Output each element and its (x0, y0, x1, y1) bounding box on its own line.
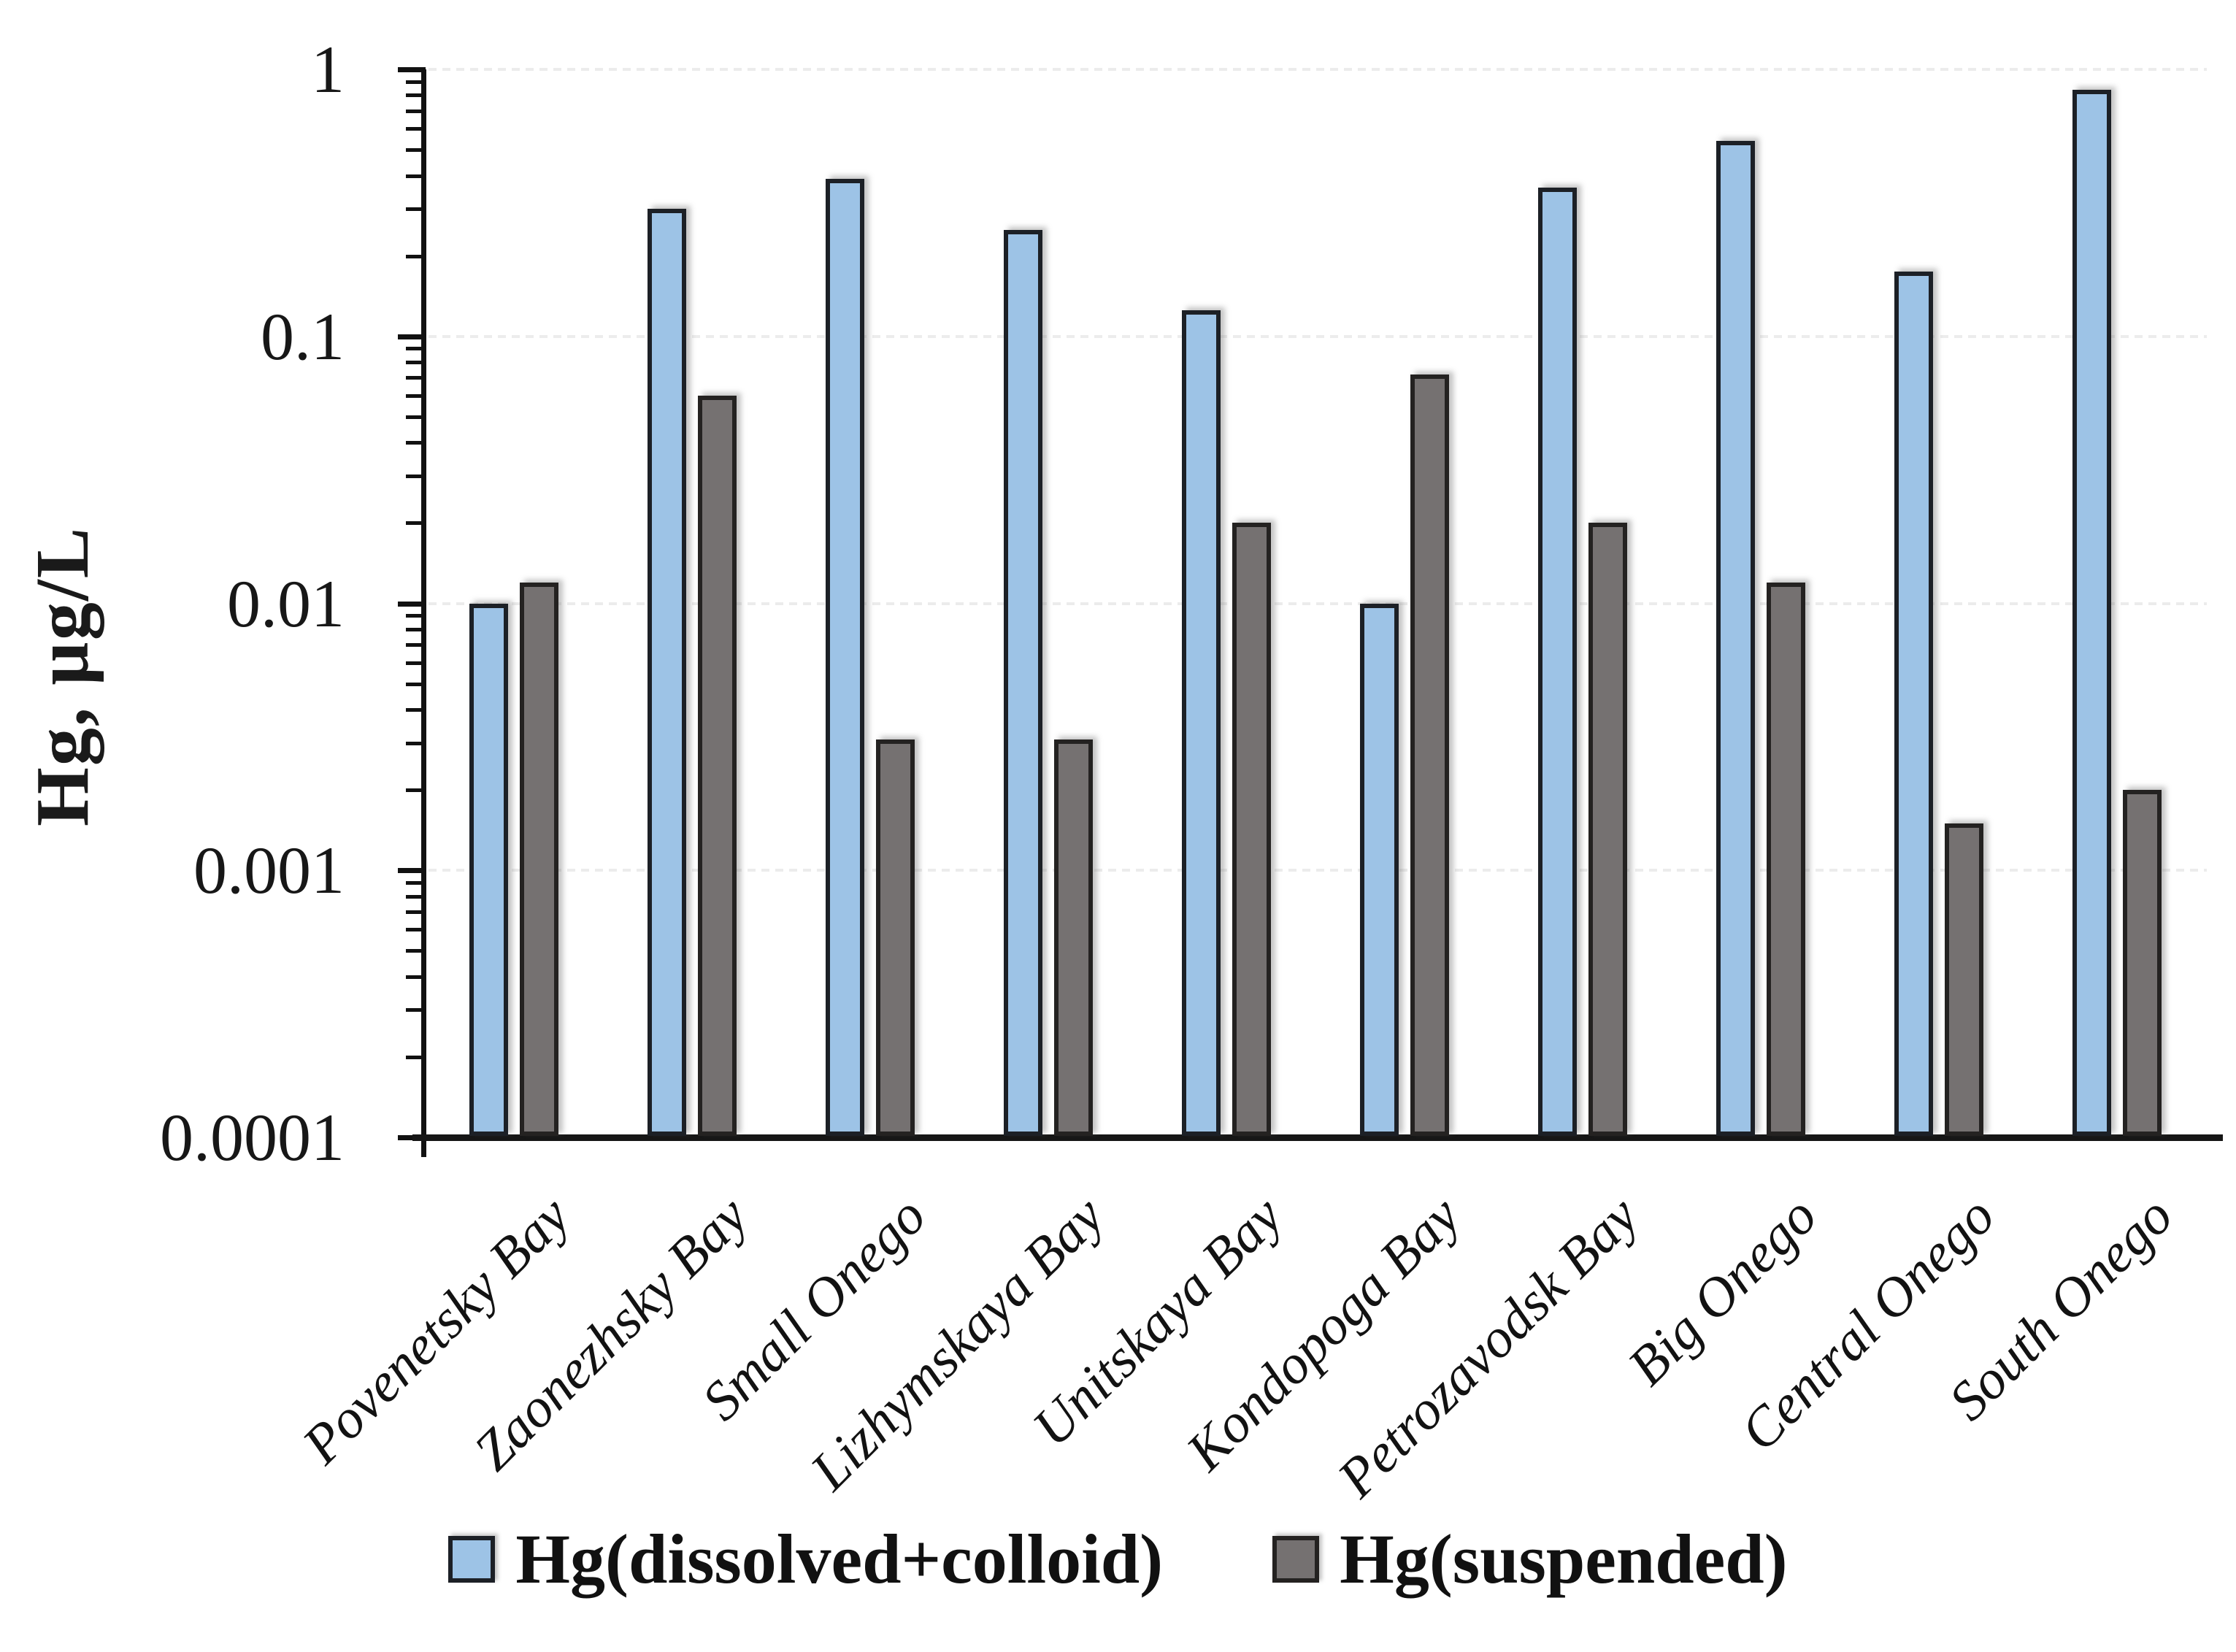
bar-dissolved (469, 603, 508, 1136)
y-minor-tick (406, 741, 426, 745)
bar-dissolved (648, 209, 686, 1136)
y-minor-tick (406, 80, 426, 84)
bar-suspended (1945, 823, 1983, 1136)
gridline (429, 334, 2207, 338)
legend-label: Hg(dissolved+colloid) (515, 1520, 1164, 1598)
y-minor-tick (406, 393, 426, 398)
bar-suspended (1054, 739, 1093, 1136)
y-tick-label: 0.01 (227, 566, 345, 641)
bar-suspended (2123, 790, 2162, 1136)
bar-suspended (1767, 582, 1805, 1136)
legend-label: Hg(suspended) (1340, 1520, 1788, 1598)
legend-item: Hg(dissolved+colloid) (448, 1518, 1163, 1599)
y-axis-line (421, 69, 426, 1157)
y-minor-tick (406, 521, 426, 526)
y-minor-tick (406, 441, 426, 445)
y-minor-tick (406, 148, 426, 153)
y-minor-tick (406, 127, 426, 131)
bar-suspended (1588, 523, 1627, 1136)
gridline (429, 869, 2207, 872)
legend-swatch-icon (1272, 1535, 1320, 1583)
y-minor-tick (406, 708, 426, 712)
y-minor-tick (406, 661, 426, 665)
y-tick-label: 1 (311, 32, 345, 107)
y-major-tick (398, 868, 426, 874)
y-minor-tick (406, 949, 426, 953)
y-tick-label: 0.001 (193, 833, 345, 908)
y-minor-tick (406, 474, 426, 478)
y-minor-tick (406, 627, 426, 631)
bar-suspended (1410, 374, 1449, 1136)
bar-dissolved (1716, 140, 1755, 1136)
y-minor-tick (406, 376, 426, 380)
bar-dissolved (1004, 230, 1042, 1136)
legend: Hg(dissolved+colloid) Hg(suspended) (0, 1518, 2236, 1599)
y-minor-tick (406, 415, 426, 419)
bar-suspended (876, 739, 915, 1136)
y-minor-tick (406, 361, 426, 365)
y-minor-tick (406, 788, 426, 793)
bar-dissolved (1182, 310, 1221, 1136)
y-major-tick (398, 1135, 426, 1140)
y-minor-tick (406, 614, 426, 618)
y-minor-tick (406, 928, 426, 932)
gridline (429, 602, 2207, 605)
y-major-tick (398, 334, 426, 339)
y-minor-tick (406, 894, 426, 899)
bar-dissolved (1360, 603, 1399, 1136)
x-axis-line (412, 1134, 2223, 1141)
gridline (429, 68, 2207, 71)
y-minor-tick (406, 109, 426, 113)
bar-suspended (1232, 523, 1271, 1136)
bar-dissolved (1538, 188, 1577, 1136)
y-minor-tick (406, 93, 426, 98)
y-minor-tick (406, 910, 426, 914)
bar-dissolved (826, 178, 864, 1136)
category-label: Petrozavodsk Bay (1326, 1185, 1651, 1510)
y-minor-tick (406, 975, 426, 979)
bar-dissolved (2072, 89, 2111, 1136)
bar-suspended (520, 582, 558, 1136)
y-minor-tick (406, 682, 426, 686)
y-major-tick (398, 67, 426, 72)
y-minor-tick (406, 880, 426, 885)
legend-swatch-icon (448, 1535, 496, 1583)
y-tick-label: 0.0001 (160, 1100, 345, 1175)
legend-item: Hg(suspended) (1272, 1518, 1788, 1599)
y-minor-tick (406, 1008, 426, 1013)
y-major-tick (398, 601, 426, 607)
y-minor-tick (406, 643, 426, 648)
y-minor-tick (406, 174, 426, 178)
y-tick-label: 0.1 (261, 299, 345, 374)
y-minor-tick (406, 254, 426, 258)
y-minor-tick (406, 1055, 426, 1059)
y-minor-tick (406, 347, 426, 351)
bar-dissolved (1894, 271, 1933, 1136)
bar-suspended (698, 395, 737, 1136)
y-minor-tick (406, 207, 426, 212)
